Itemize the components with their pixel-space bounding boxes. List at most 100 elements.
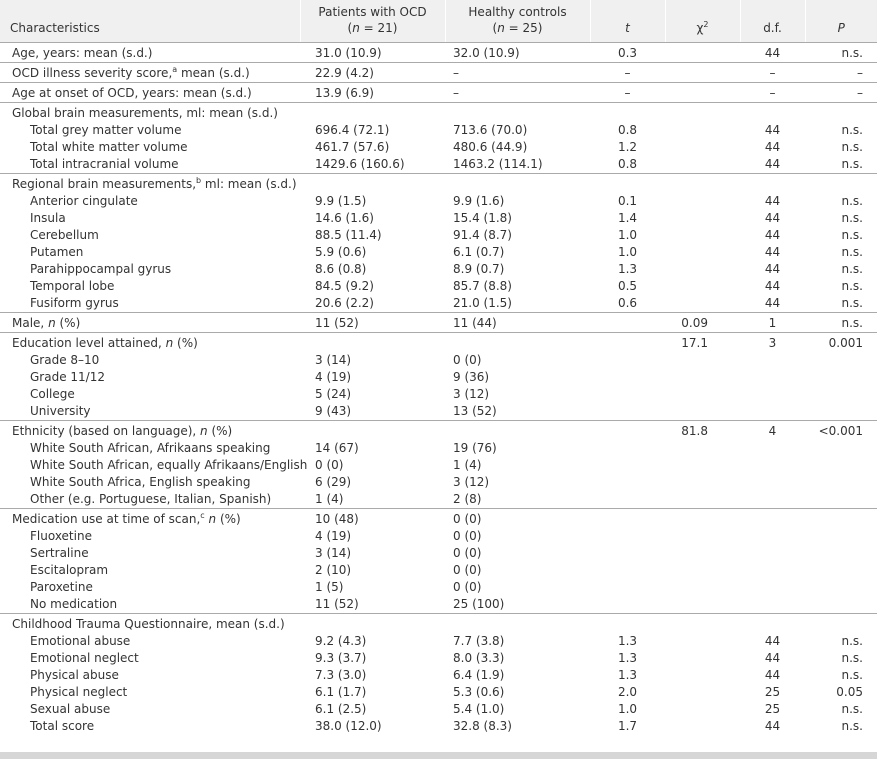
text-part: = 25) (504, 21, 543, 35)
row-label: Regional brain measurements,b ml: mean (… (0, 173, 300, 193)
table-cell: 5.3 (0.6) (453, 685, 505, 699)
table-cell: <0.001 (805, 420, 877, 440)
table-cell (665, 545, 740, 562)
table-cell: 44 (764, 245, 781, 259)
table-cell: 0 (0) (453, 546, 482, 560)
text-part: Insula (30, 211, 66, 225)
table-cell: 25 (764, 685, 781, 699)
row-label: Other (e.g. Portuguese, Italian, Spanish… (0, 491, 300, 509)
table-cell: 14.6 (1.6) (315, 211, 374, 225)
table-cell: 1.2 (617, 140, 638, 154)
table-cell: 9.2 (4.3) (315, 634, 367, 648)
text-part: Putamen (30, 245, 84, 259)
row-label: Grade 11/12 (0, 369, 300, 386)
table-row: Global brain measurements, ml: mean (s.d… (0, 102, 877, 122)
text-part: Grade 11/12 (30, 370, 105, 384)
text-part: = 21) (359, 21, 398, 35)
table-cell (445, 173, 590, 193)
table-cell: 480.6 (44.9) (453, 140, 528, 154)
header-line: t (595, 20, 661, 36)
table-cell (665, 210, 740, 227)
table-cell: n.s. (841, 296, 864, 310)
table-cell: 8.9 (0.7) (453, 262, 505, 276)
table-row: Medication use at time of scan,c n (%) 10… (0, 508, 877, 528)
table-cell (665, 613, 740, 633)
table-cell: 9 (36) (453, 370, 490, 384)
row-label: Male, n (%) (0, 312, 300, 333)
header-line: Healthy controls (450, 4, 586, 20)
column-header: Patients with OCD (n = 21) (299, 0, 445, 43)
row-label: Parahippocampal gyrus (0, 261, 300, 278)
header-line: (n = 21) (305, 20, 441, 36)
table-cell (665, 403, 740, 421)
table-cell (445, 613, 590, 633)
table-cell (740, 562, 805, 579)
table-cell (805, 491, 877, 509)
table-cell (590, 369, 665, 386)
row-label: White South African, Afrikaans speaking (0, 440, 300, 457)
table-cell: 3 (14) (315, 546, 352, 560)
table-row: Anterior cingulate 9.9 (1.5) 9.9 (1.6) 0.1 4… (0, 193, 877, 210)
table-row: White South Africa, English speaking 6 (2… (0, 474, 877, 491)
table-cell (665, 474, 740, 491)
table-cell (740, 596, 805, 614)
table-row: Age at onset of OCD, years: mean (s.d.) 1… (0, 82, 877, 103)
table-row: Male, n (%) 11 (52) 11 (44) 0.09 1 n.s. (0, 312, 877, 333)
table-row: Physical abuse 7.3 (3.0) 6.4 (1.9) 1.3 44 n.s… (0, 667, 877, 684)
table-cell: n.s. (841, 702, 864, 716)
row-label: Sexual abuse (0, 701, 300, 718)
table-row: Ethnicity (based on language), n (%) 81.8… (0, 420, 877, 440)
text-part: t (625, 21, 630, 35)
table-cell: 0 (0) (453, 353, 482, 367)
table-cell: 44 (764, 651, 781, 665)
table-cell: 0.001 (805, 332, 877, 352)
table-cell (665, 369, 740, 386)
text-part: n (200, 424, 208, 438)
text-part: Sexual abuse (30, 702, 111, 716)
table-cell: n.s. (841, 140, 864, 154)
row-label: Total grey matter volume (0, 122, 300, 139)
column-header: Healthy controls (n = 25) (444, 0, 590, 43)
table-cell (805, 369, 877, 386)
table-cell: 0.6 (617, 296, 638, 310)
table-cell (805, 102, 877, 122)
table-cell (300, 102, 445, 122)
table-cell (665, 667, 740, 684)
text-part: Other (e.g. Portuguese, Italian, Spanish… (30, 492, 272, 506)
table-cell (590, 596, 665, 614)
text-part: No medication (30, 597, 118, 611)
table-cell: 11 (44) (445, 312, 590, 333)
table-row: College 5 (24) 3 (12) (0, 386, 877, 403)
table-cell (590, 562, 665, 579)
table-cell: 31.0 (10.9) (300, 42, 445, 63)
header-line: Characteristics (10, 20, 296, 36)
table-cell (665, 457, 740, 474)
table-cell: n.s. (805, 312, 877, 333)
text-part: P (837, 21, 845, 35)
text-part: Parahippocampal gyrus (30, 262, 172, 276)
table-cell (590, 420, 665, 440)
row-label: No medication (0, 596, 300, 614)
header-line: d.f. (745, 20, 801, 36)
table-cell: 44 (764, 140, 781, 154)
text-part: c (200, 511, 205, 520)
table-cell: 44 (764, 228, 781, 242)
table-cell (805, 352, 877, 369)
table-cell (805, 596, 877, 614)
table-cell: 0.8 (617, 123, 638, 137)
table-row: Fluoxetine 4 (19) 0 (0) (0, 528, 877, 545)
table-cell: 6.1 (2.5) (315, 702, 367, 716)
table-cell (665, 156, 740, 174)
table-cell: 1.3 (617, 651, 638, 665)
text-part: Total intracranial volume (30, 157, 179, 171)
table-cell (590, 440, 665, 457)
table-row: Regional brain measurements,b ml: mean (… (0, 173, 877, 193)
table-cell (665, 278, 740, 295)
table-cell: 88.5 (11.4) (315, 228, 382, 242)
table-cell (665, 528, 740, 545)
table-body: Age, years: mean (s.d.) 31.0 (10.9) 32.0 (… (0, 42, 877, 736)
table-cell: n.s. (841, 279, 864, 293)
table-cell: n.s. (841, 245, 864, 259)
table-cell (445, 102, 590, 122)
text-part: Childhood Trauma Questionnaire, mean (s.… (12, 617, 285, 631)
